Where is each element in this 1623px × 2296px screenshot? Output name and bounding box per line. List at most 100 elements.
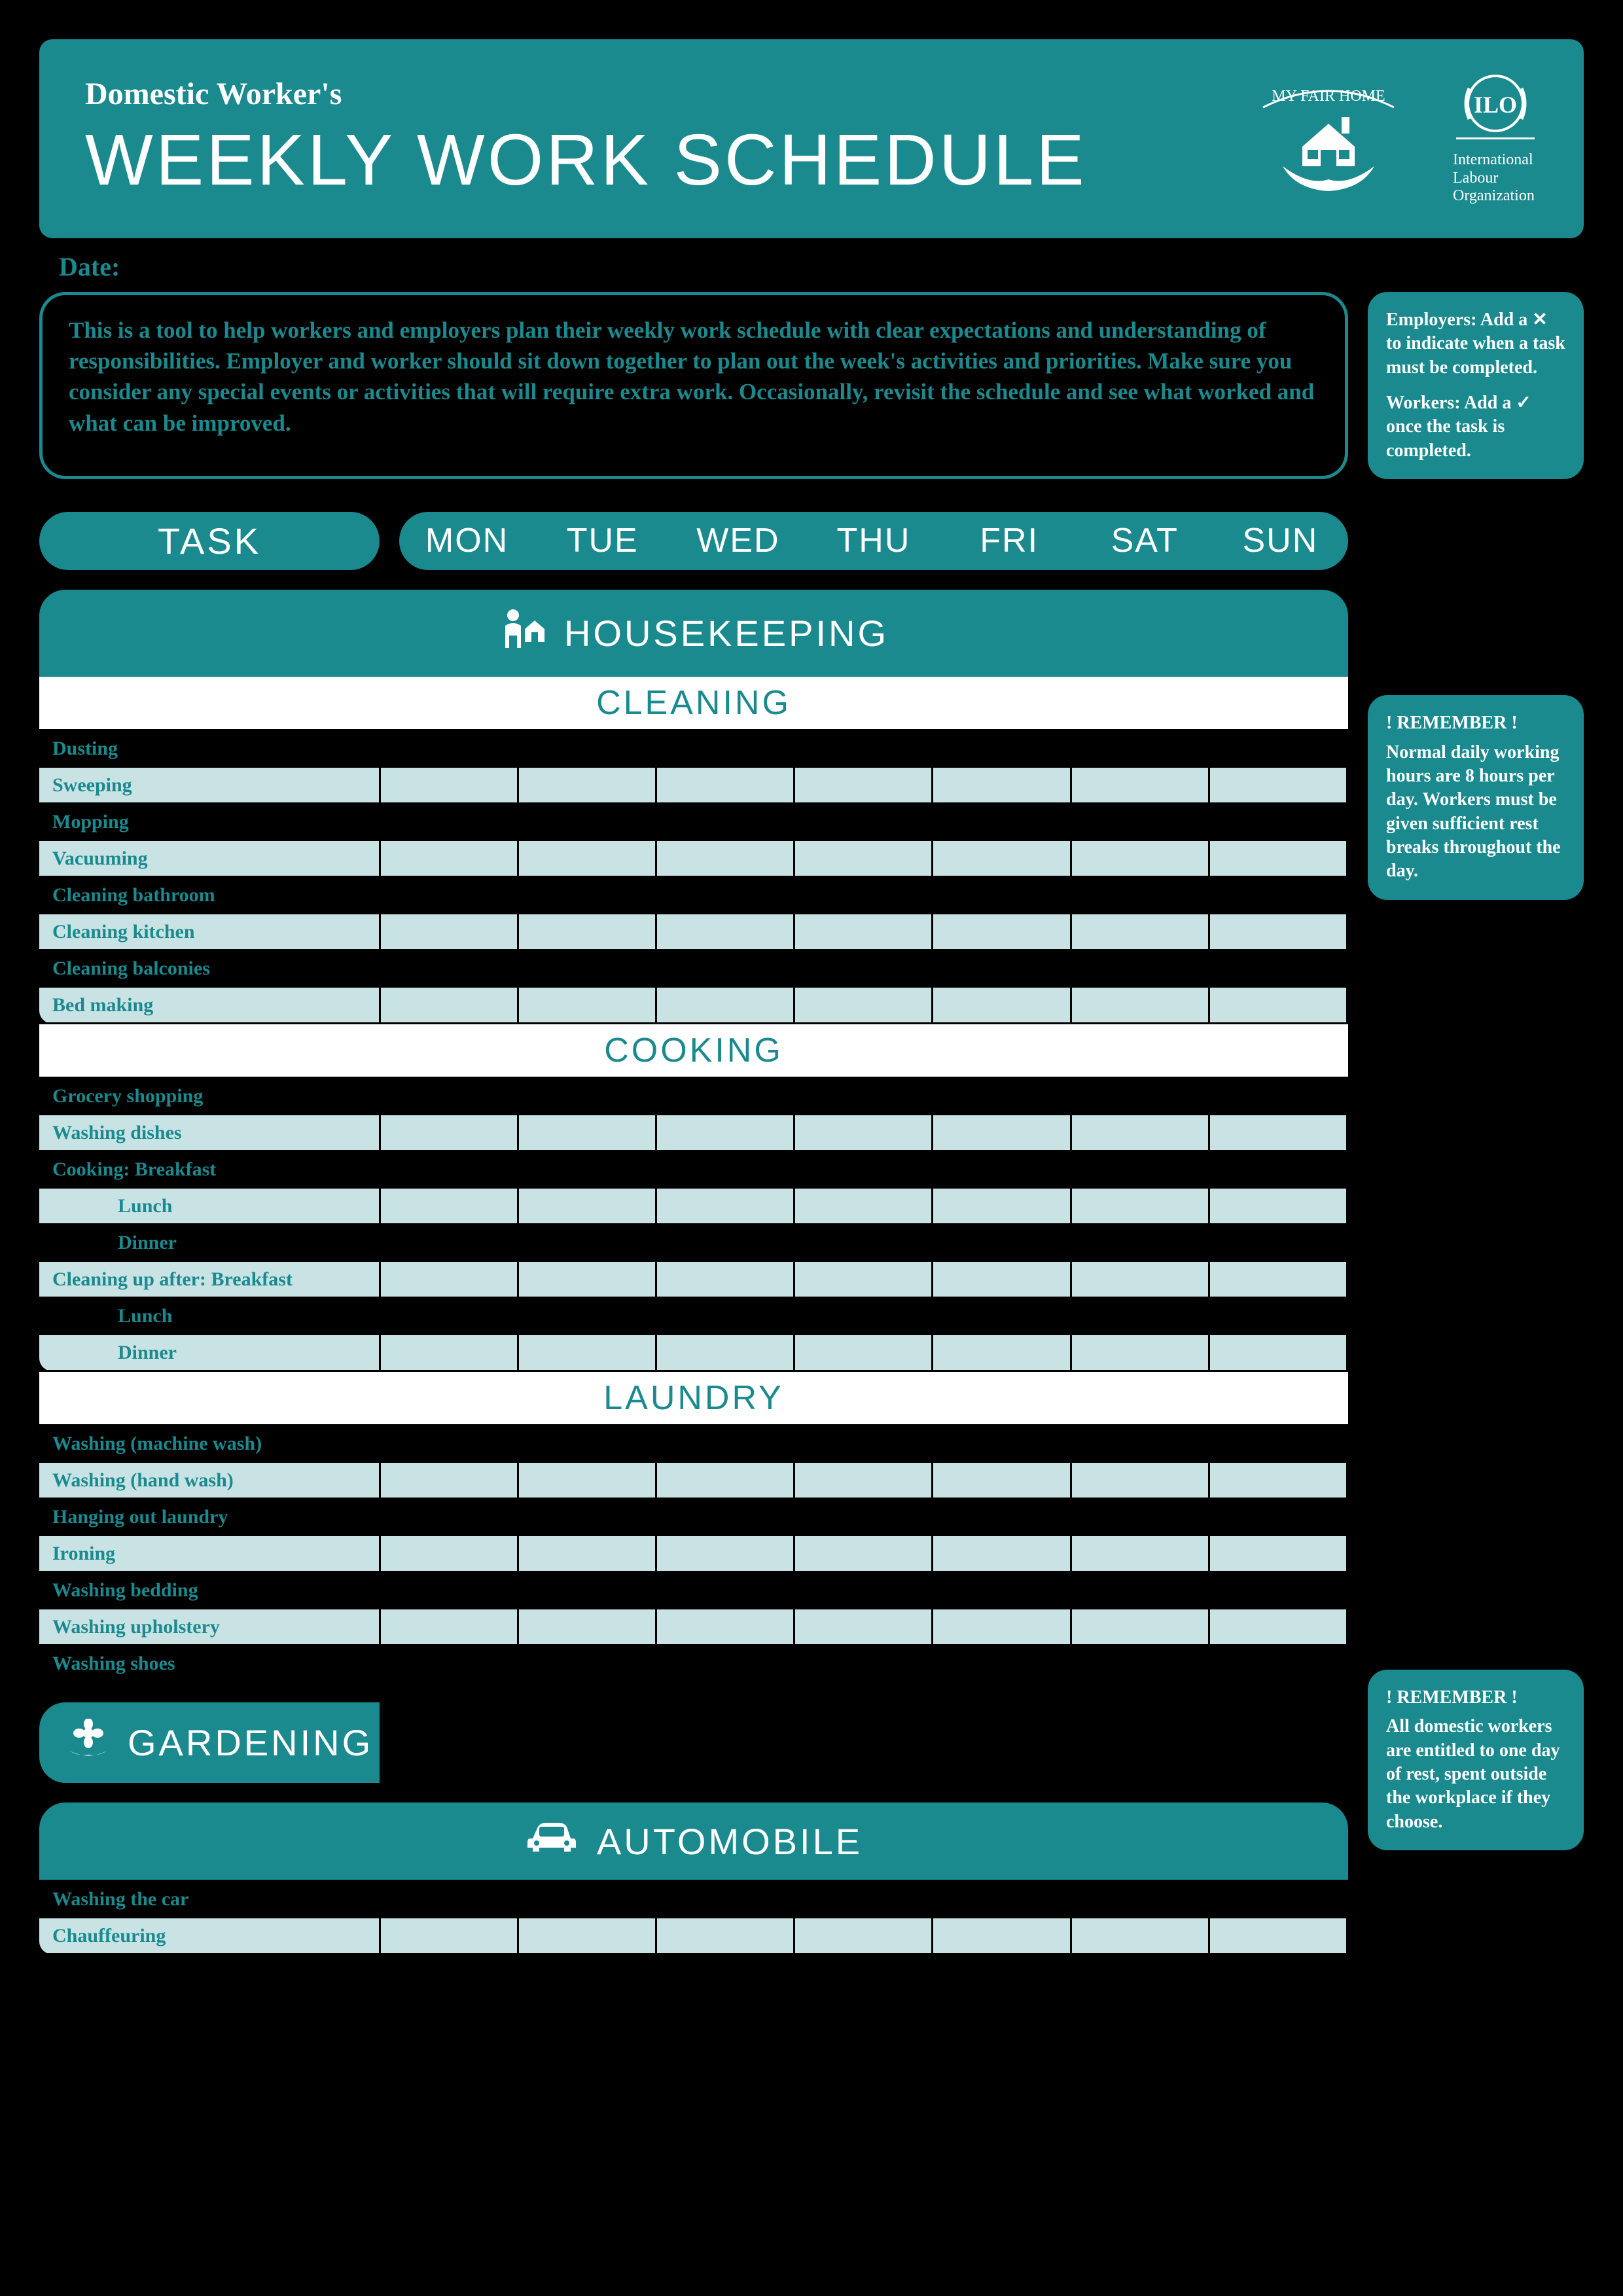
- day-cell[interactable]: [656, 950, 794, 987]
- day-cell[interactable]: [1071, 1261, 1209, 1298]
- day-cell[interactable]: [1071, 1462, 1209, 1499]
- day-cell[interactable]: [933, 1609, 1071, 1645]
- day-cell[interactable]: [518, 1078, 656, 1115]
- day-cell[interactable]: [933, 1881, 1071, 1918]
- day-cell[interactable]: [656, 1426, 794, 1462]
- day-cell[interactable]: [794, 1918, 933, 1954]
- day-cell[interactable]: [794, 1572, 933, 1609]
- day-cell[interactable]: [794, 1188, 933, 1225]
- day-cell[interactable]: [1209, 1881, 1347, 1918]
- day-cell[interactable]: [380, 1225, 518, 1261]
- garden-sun[interactable]: [1210, 1702, 1348, 1783]
- day-cell[interactable]: [1071, 840, 1209, 877]
- day-cell[interactable]: [656, 1115, 794, 1151]
- day-cell[interactable]: [794, 1426, 933, 1462]
- day-cell[interactable]: [518, 1115, 656, 1151]
- day-cell[interactable]: [794, 877, 933, 914]
- day-cell[interactable]: [1209, 1572, 1347, 1609]
- day-cell[interactable]: [518, 1426, 656, 1462]
- garden-sat[interactable]: [1071, 1702, 1209, 1783]
- day-cell[interactable]: [518, 1462, 656, 1499]
- day-cell[interactable]: [794, 1225, 933, 1261]
- day-cell[interactable]: [1209, 987, 1347, 1024]
- day-cell[interactable]: [794, 1499, 933, 1535]
- day-cell[interactable]: [380, 730, 518, 767]
- day-cell[interactable]: [794, 1609, 933, 1645]
- day-cell[interactable]: [518, 840, 656, 877]
- day-cell[interactable]: [1071, 1918, 1209, 1954]
- day-cell[interactable]: [1209, 1335, 1347, 1371]
- day-cell[interactable]: [794, 1115, 933, 1151]
- day-cell[interactable]: [933, 1335, 1071, 1371]
- day-cell[interactable]: [518, 1918, 656, 1954]
- day-cell[interactable]: [518, 950, 656, 987]
- day-cell[interactable]: [656, 877, 794, 914]
- day-cell[interactable]: [380, 950, 518, 987]
- day-cell[interactable]: [794, 1261, 933, 1298]
- day-cell[interactable]: [933, 877, 1071, 914]
- day-cell[interactable]: [656, 767, 794, 804]
- day-cell[interactable]: [518, 730, 656, 767]
- day-cell[interactable]: [794, 1335, 933, 1371]
- day-cell[interactable]: [380, 877, 518, 914]
- day-cell[interactable]: [1071, 1078, 1209, 1115]
- day-cell[interactable]: [933, 1462, 1071, 1499]
- day-cell[interactable]: [794, 1645, 933, 1682]
- day-cell[interactable]: [933, 1426, 1071, 1462]
- day-cell[interactable]: [1209, 950, 1347, 987]
- day-cell[interactable]: [1071, 1535, 1209, 1572]
- day-cell[interactable]: [933, 1151, 1071, 1188]
- day-cell[interactable]: [1071, 1881, 1209, 1918]
- day-cell[interactable]: [794, 1462, 933, 1499]
- day-cell[interactable]: [1209, 1225, 1347, 1261]
- day-cell[interactable]: [518, 1335, 656, 1371]
- day-cell[interactable]: [1071, 767, 1209, 804]
- day-cell[interactable]: [380, 1535, 518, 1572]
- day-cell[interactable]: [380, 1645, 518, 1682]
- day-cell[interactable]: [656, 1151, 794, 1188]
- day-cell[interactable]: [1209, 914, 1347, 950]
- day-cell[interactable]: [380, 914, 518, 950]
- day-cell[interactable]: [1209, 730, 1347, 767]
- day-cell[interactable]: [656, 730, 794, 767]
- day-cell[interactable]: [794, 1298, 933, 1335]
- day-cell[interactable]: [656, 1298, 794, 1335]
- day-cell[interactable]: [518, 987, 656, 1024]
- garden-fri[interactable]: [933, 1702, 1071, 1783]
- day-cell[interactable]: [1209, 1426, 1347, 1462]
- day-cell[interactable]: [794, 1078, 933, 1115]
- day-cell[interactable]: [1071, 1115, 1209, 1151]
- day-cell[interactable]: [518, 1225, 656, 1261]
- day-cell[interactable]: [1071, 950, 1209, 987]
- day-cell[interactable]: [933, 1298, 1071, 1335]
- day-cell[interactable]: [1209, 1645, 1347, 1682]
- day-cell[interactable]: [380, 1426, 518, 1462]
- day-cell[interactable]: [933, 1261, 1071, 1298]
- day-cell[interactable]: [1071, 914, 1209, 950]
- day-cell[interactable]: [656, 914, 794, 950]
- day-cell[interactable]: [380, 804, 518, 840]
- day-cell[interactable]: [656, 987, 794, 1024]
- day-cell[interactable]: [656, 1918, 794, 1954]
- garden-tue[interactable]: [518, 1702, 656, 1783]
- day-cell[interactable]: [380, 1151, 518, 1188]
- day-cell[interactable]: [794, 1881, 933, 1918]
- day-cell[interactable]: [1071, 1335, 1209, 1371]
- day-cell[interactable]: [794, 767, 933, 804]
- day-cell[interactable]: [518, 1572, 656, 1609]
- day-cell[interactable]: [933, 1572, 1071, 1609]
- day-cell[interactable]: [1071, 877, 1209, 914]
- day-cell[interactable]: [1209, 767, 1347, 804]
- day-cell[interactable]: [1071, 1572, 1209, 1609]
- day-cell[interactable]: [1209, 1151, 1347, 1188]
- day-cell[interactable]: [380, 1462, 518, 1499]
- day-cell[interactable]: [1071, 1225, 1209, 1261]
- day-cell[interactable]: [1209, 1115, 1347, 1151]
- day-cell[interactable]: [933, 1499, 1071, 1535]
- day-cell[interactable]: [794, 840, 933, 877]
- day-cell[interactable]: [656, 1572, 794, 1609]
- day-cell[interactable]: [1071, 804, 1209, 840]
- day-cell[interactable]: [656, 1188, 794, 1225]
- day-cell[interactable]: [380, 840, 518, 877]
- day-cell[interactable]: [518, 1188, 656, 1225]
